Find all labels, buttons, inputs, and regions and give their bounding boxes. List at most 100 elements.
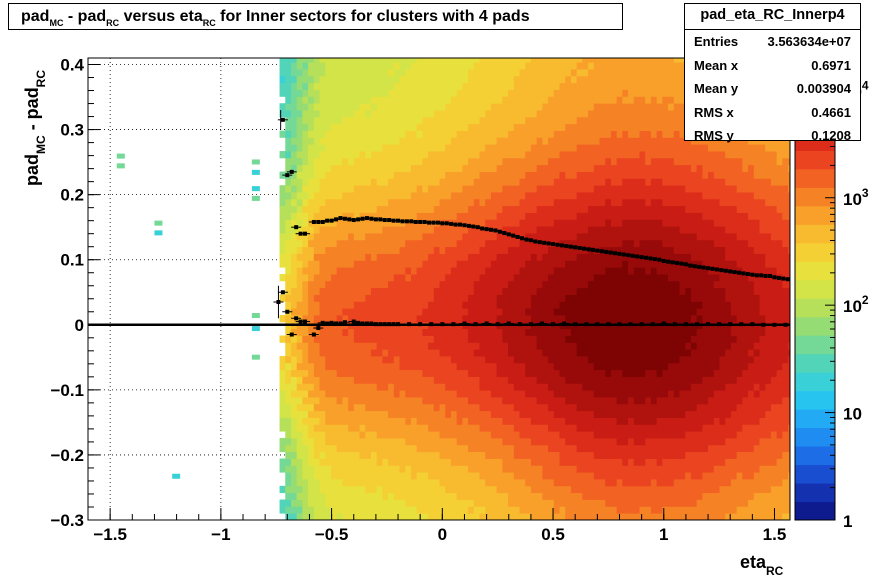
heatmap-cell [325, 397, 332, 405]
heatmap-cell [450, 410, 458, 418]
heatmap-cell [599, 116, 606, 125]
heatmap-cell [542, 157, 549, 166]
heatmap-cell [473, 315, 480, 323]
heatmap-cell [445, 390, 452, 398]
heatmap-cell [342, 69, 349, 77]
heatmap-cell [565, 431, 572, 439]
heatmap-cell [673, 151, 680, 159]
heatmap-cell [650, 513, 658, 520]
heatmap-cell [502, 96, 509, 104]
heatmap-cell [279, 397, 286, 405]
heatmap-cell [490, 417, 498, 425]
heatmap-cell [685, 513, 692, 520]
heatmap-cell [650, 356, 658, 364]
heatmap-cell [622, 246, 629, 254]
heatmap-cell [593, 328, 600, 336]
heatmap-cell [468, 89, 475, 97]
heatmap-cell [502, 315, 509, 323]
heatmap-cell [433, 465, 440, 473]
heatmap-cell [673, 465, 680, 473]
heatmap-cell [616, 144, 623, 152]
heatmap-cell [679, 472, 686, 480]
heatmap-cell [308, 103, 315, 111]
heatmap-cell [548, 294, 555, 302]
heatmap-cell [662, 198, 669, 207]
heatmap-cell [650, 198, 658, 207]
heatmap-cell [353, 103, 360, 111]
heatmap-cell [382, 178, 389, 186]
heatmap-cell [599, 62, 606, 70]
heatmap-cell [422, 294, 429, 302]
heatmap-cell [313, 58, 320, 63]
heatmap-cell [570, 506, 578, 514]
heatmap-cell [542, 397, 549, 405]
heatmap-cell [588, 417, 595, 425]
heatmap-cell [405, 116, 412, 125]
heatmap-cell [393, 390, 400, 398]
heatmap-cell [456, 383, 463, 391]
heatmap-cell [662, 362, 669, 371]
heatmap-cell [628, 280, 635, 289]
heatmap-cell [376, 192, 383, 200]
heatmap-cell [468, 151, 475, 159]
heatmap-cell [610, 82, 618, 90]
heatmap-cell [570, 513, 578, 520]
heatmap-cell [445, 144, 452, 152]
heatmap-cell [542, 362, 549, 371]
heatmap-cell [690, 390, 698, 398]
heatmap-cell [462, 260, 469, 268]
heatmap-cell [525, 369, 532, 377]
heatmap-cell [593, 239, 600, 248]
heatmap-cell [445, 75, 452, 84]
heatmap-cell [513, 82, 520, 90]
heatmap-cell [359, 383, 366, 391]
heatmap-cell [468, 458, 475, 466]
heatmap-cell [582, 157, 589, 166]
heatmap-cell [559, 164, 566, 172]
heatmap-cell [582, 403, 589, 412]
heatmap-cell [462, 246, 469, 254]
heatmap-cell [513, 479, 520, 487]
heatmap-cell [513, 137, 520, 145]
heatmap-cell [405, 267, 412, 275]
heatmap-cell [656, 75, 663, 84]
heatmap-cell [376, 342, 383, 350]
heatmap-cell [582, 280, 589, 289]
heatmap-cell [616, 479, 623, 487]
heatmap-cell [668, 397, 675, 405]
heatmap-cell [553, 274, 560, 282]
heatmap-cell [376, 123, 383, 131]
heatmap-cell [639, 75, 646, 84]
heatmap-cell [565, 315, 572, 323]
heatmap-cell [365, 294, 372, 302]
heatmap-cell [548, 280, 555, 289]
heatmap-cell [513, 260, 520, 268]
heatmap-cell [445, 376, 452, 384]
heatmap-cell [610, 144, 618, 152]
heatmap-cell [370, 479, 378, 487]
heatmap-cell [416, 444, 423, 453]
heatmap-cell [285, 328, 292, 336]
heatmap-cell [639, 123, 646, 131]
heatmap-cell [565, 171, 572, 179]
heatmap-cell [496, 397, 503, 405]
heatmap-cell [468, 465, 475, 473]
heatmap-cell [633, 356, 640, 364]
heatmap-cell [330, 390, 338, 398]
heatmap-cell [348, 69, 355, 77]
heatmap-cell [479, 356, 486, 364]
heatmap-cell [313, 465, 320, 473]
heatmap-cell [645, 116, 652, 125]
heatmap-cell [605, 75, 612, 84]
heatmap-cell [376, 274, 383, 282]
heatmap-cell [370, 458, 378, 466]
heatmap-cell [645, 444, 652, 453]
heatmap-cell [690, 287, 698, 295]
heatmap-cell [399, 58, 406, 63]
heatmap-cell [405, 513, 412, 520]
heatmap-cell [399, 342, 406, 350]
heatmap-cell [439, 479, 446, 487]
heatmap-cell [639, 397, 646, 405]
heatmap-cell [296, 444, 303, 453]
heatmap-cell [445, 171, 452, 179]
